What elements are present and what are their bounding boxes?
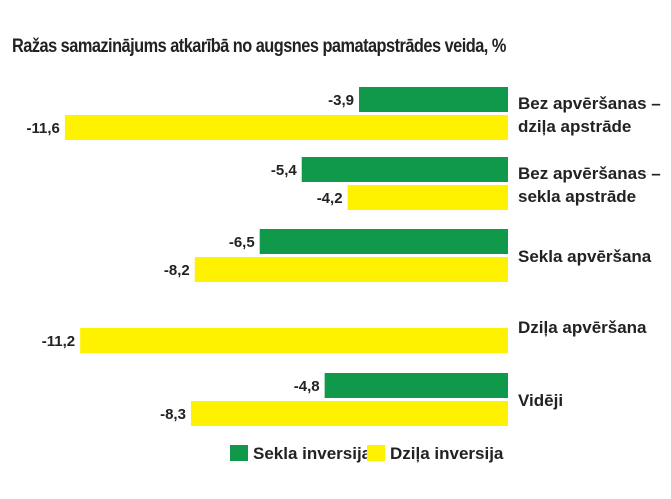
bar-sekla [359, 87, 508, 112]
category-label: Bez apvēršanas – [518, 164, 661, 183]
bar-dzila [64, 115, 508, 140]
data-label: -4,8 [294, 378, 320, 395]
legend-label: Sekla inversija [253, 444, 372, 463]
data-label: -8,2 [164, 262, 190, 279]
bar-dzila [194, 257, 508, 282]
bar-dzila [80, 328, 508, 353]
category-label: Vidēji [518, 391, 563, 410]
legend-swatch [230, 445, 248, 461]
legend-label: Dziļa inversija [390, 444, 504, 463]
data-label: -3,9 [328, 92, 354, 109]
bar-sekla [301, 157, 508, 182]
legend-swatch [367, 445, 385, 461]
category-label: Sekla apvēršana [518, 247, 652, 266]
data-label: -11,6 [27, 120, 60, 137]
bar-sekla [259, 229, 508, 254]
category-label: Bez apvēršanas – [518, 94, 661, 113]
data-label: -6,5 [229, 234, 255, 251]
chart-title: Ražas samazinājums atkarībā no augsnes p… [12, 36, 506, 57]
bar-sekla [324, 373, 508, 398]
bar-dzila [347, 185, 508, 210]
bar-dzila [190, 401, 508, 426]
category-label: sekla apstrāde [518, 187, 636, 206]
data-label: -5,4 [271, 162, 298, 179]
category-label: dziļa apstrāde [518, 117, 631, 136]
data-label: -8,3 [160, 406, 186, 423]
category-label: Dziļa apvēršana [518, 318, 647, 337]
data-label: -4,2 [317, 190, 343, 207]
data-label: -11,2 [42, 333, 75, 350]
